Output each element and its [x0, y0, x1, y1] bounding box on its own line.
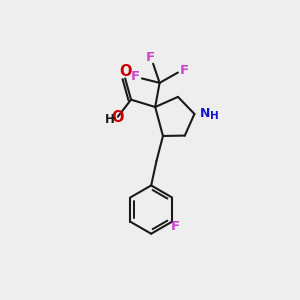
Text: -: -	[110, 112, 116, 125]
Text: N: N	[200, 107, 210, 120]
Text: O: O	[112, 110, 124, 125]
Text: F: F	[131, 70, 140, 83]
Text: F: F	[180, 64, 189, 77]
Text: H: H	[105, 113, 115, 126]
Text: F: F	[146, 51, 155, 64]
Text: H: H	[210, 111, 218, 121]
Text: F: F	[170, 220, 179, 233]
Text: O: O	[119, 64, 131, 80]
